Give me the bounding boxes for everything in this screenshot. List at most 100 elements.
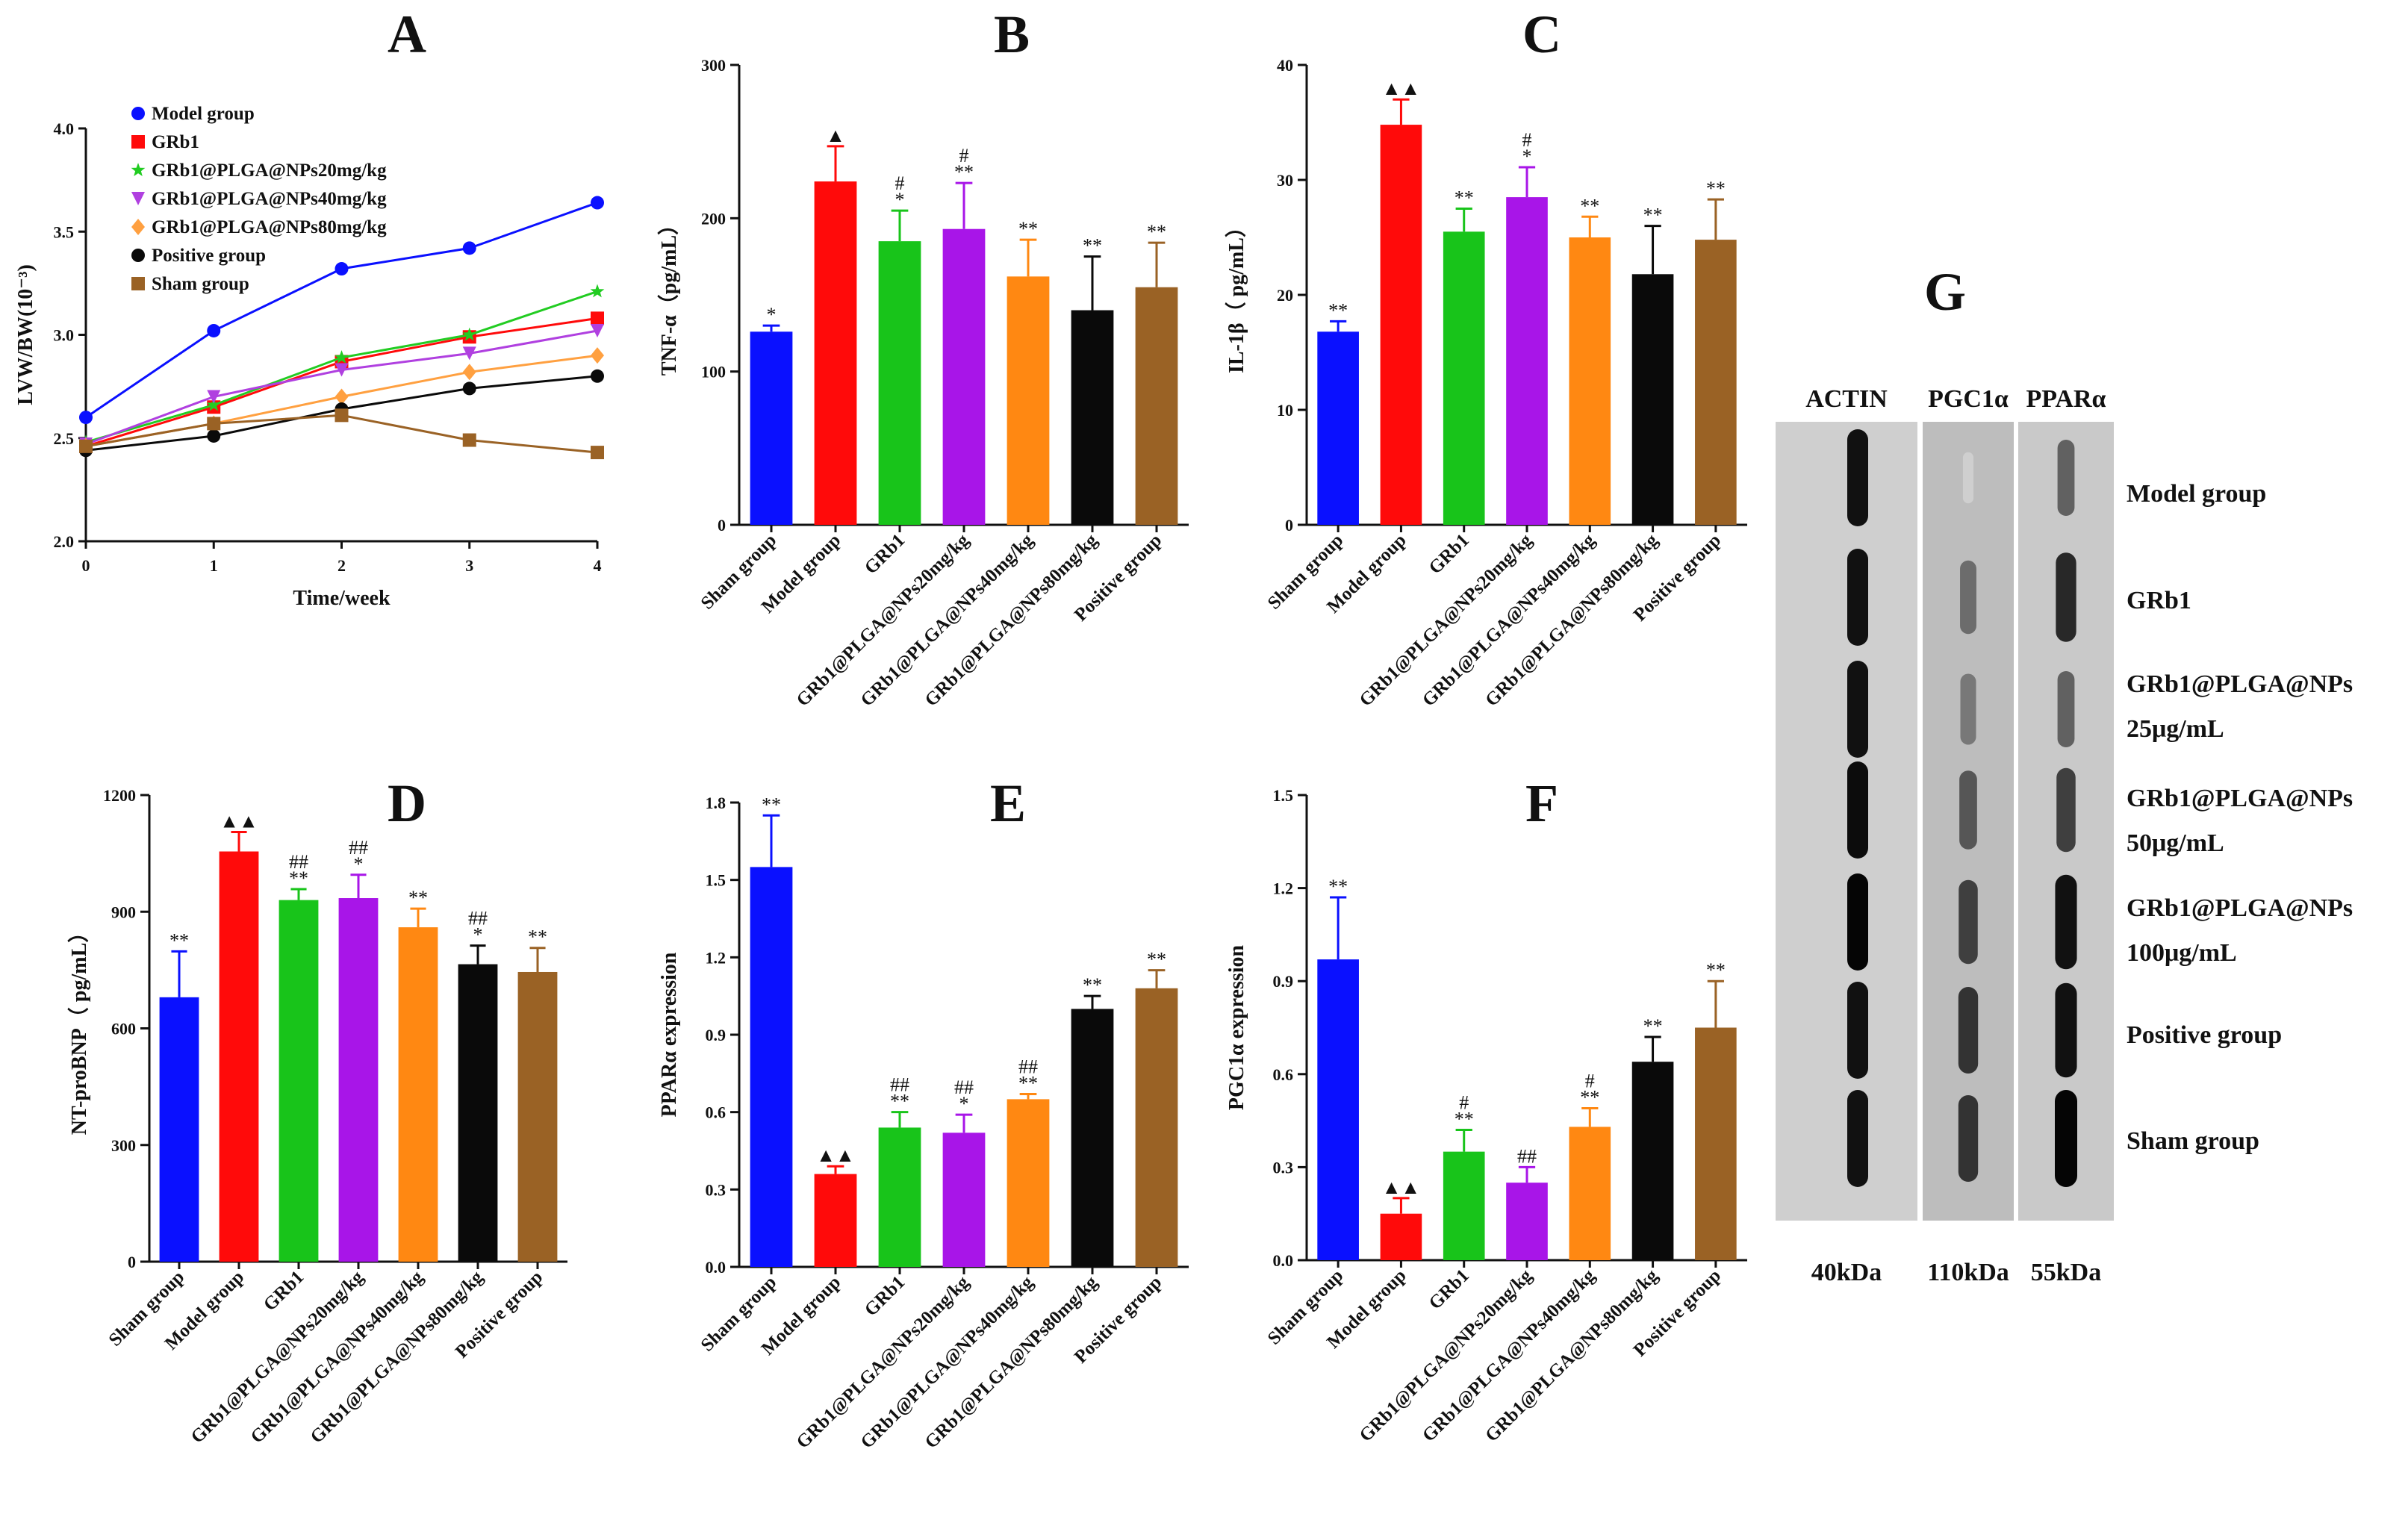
marker-triangle xyxy=(131,192,145,205)
panel-letter-B: B xyxy=(994,4,1030,64)
category-label: GRb1 xyxy=(1425,530,1473,578)
significance-mark: ## xyxy=(890,1074,909,1096)
bar xyxy=(1631,1062,1674,1260)
y-tick-label: 1.2 xyxy=(1273,879,1294,898)
significance-mark: # xyxy=(1459,1092,1469,1114)
marker-triangle xyxy=(335,363,349,377)
y-axis-label: TNF-α（pg/mL） xyxy=(656,214,681,376)
marker-star xyxy=(206,397,221,411)
significance-mark: * xyxy=(1522,146,1532,167)
bar xyxy=(1631,274,1674,525)
y-axis-label: IL-1β（ pg/mL） xyxy=(1224,216,1248,373)
bar xyxy=(1506,1183,1548,1260)
blot-band xyxy=(1958,987,1979,1074)
significance-mark: ** xyxy=(289,867,308,889)
bar xyxy=(1135,287,1178,525)
bar xyxy=(458,964,498,1262)
bar xyxy=(338,898,379,1262)
significance-mark: * xyxy=(959,1093,969,1115)
blot-row-label: Model group xyxy=(2127,480,2266,508)
blot-band xyxy=(1960,560,1976,635)
significance-mark: ** xyxy=(1083,235,1102,257)
panel-letter-A: A xyxy=(388,4,426,64)
molecular-weight-label: 40kDa xyxy=(1811,1259,1882,1286)
y-tick-label: 0.0 xyxy=(706,1258,727,1277)
blot-band xyxy=(2056,552,2076,642)
bar xyxy=(1317,959,1359,1260)
y-tick-label: 300 xyxy=(111,1136,136,1155)
molecular-weight-label: 55kDa xyxy=(2031,1259,2101,1286)
western-blot: ACTIN 40kDa PGC1α 110kDa PPARα 55kDa Model gro… xyxy=(1776,385,2353,1286)
bar xyxy=(942,1133,986,1267)
marker-star xyxy=(131,163,146,176)
bar xyxy=(878,241,921,525)
significance-mark: ## xyxy=(468,908,488,929)
bar xyxy=(1569,237,1611,525)
significance-mark: ** xyxy=(1147,949,1166,971)
significance-mark: ▲▲ xyxy=(220,810,258,832)
panel-letter-E: E xyxy=(990,773,1026,833)
bar xyxy=(1317,331,1359,525)
blot-band xyxy=(1959,879,1978,965)
blot-band xyxy=(1958,1095,1979,1182)
significance-mark: ** xyxy=(890,1091,909,1112)
blot-row-label: GRb1@PLGA@NPs xyxy=(2127,894,2353,922)
significance-mark: ** xyxy=(528,926,547,948)
y-axis-label: NT-proBNP（ pg/mL） xyxy=(66,922,91,1136)
marker-circle xyxy=(207,323,221,337)
significance-mark: ## xyxy=(289,851,308,873)
y-tick-label: 0.3 xyxy=(706,1180,727,1199)
significance-mark: ## xyxy=(1517,1145,1537,1167)
blot-column-label: ACTIN xyxy=(1805,385,1888,413)
significance-mark: ** xyxy=(954,161,974,183)
marker-diamond xyxy=(335,388,349,405)
bar xyxy=(1007,1099,1050,1267)
bar xyxy=(1695,1027,1737,1260)
blot-band xyxy=(1847,982,1868,1079)
marker-square xyxy=(79,439,93,453)
bar xyxy=(750,867,793,1267)
y-tick-label: 40 xyxy=(1277,56,1293,75)
blot-column-label: PPARα xyxy=(2026,385,2106,413)
significance-mark: ** xyxy=(1455,187,1474,209)
significance-mark: ** xyxy=(408,887,428,909)
blot-column-label: PGC1α xyxy=(1928,385,2009,413)
marker-diamond xyxy=(462,364,476,381)
legend-entry: Sham group xyxy=(152,274,249,294)
blot-band xyxy=(2055,874,2077,970)
blot-row-label: 100μg/mL xyxy=(2127,939,2237,967)
bar xyxy=(1443,231,1485,525)
significance-mark: ## xyxy=(349,837,368,859)
bar xyxy=(1695,240,1737,525)
significance-mark: ** xyxy=(1083,974,1102,996)
y-tick-label: 0 xyxy=(1285,516,1293,535)
y-tick-label: 0.9 xyxy=(706,1026,727,1044)
y-tick-label: 2.5 xyxy=(54,429,75,448)
category-label: GRb1 xyxy=(1425,1265,1473,1313)
marker-diamond xyxy=(131,219,145,235)
significance-mark: ** xyxy=(1147,221,1166,243)
blot-band xyxy=(1847,429,1868,526)
significance-mark: ▲▲ xyxy=(1382,1177,1420,1198)
significance-mark: ** xyxy=(1643,1015,1663,1037)
marker-square xyxy=(131,135,145,149)
y-tick-label: 30 xyxy=(1277,171,1293,190)
panel-letter-C: C xyxy=(1522,4,1561,64)
blot-band xyxy=(2057,440,2075,516)
marker-square xyxy=(335,408,349,423)
marker-diamond xyxy=(591,347,604,364)
bar xyxy=(219,851,259,1262)
significance-mark: ** xyxy=(169,929,189,951)
marker-square xyxy=(207,417,221,431)
y-tick-label: 1.5 xyxy=(1273,786,1294,805)
blot-band xyxy=(1959,770,1977,850)
y-axis-label: LVW/BW(10⁻³) xyxy=(14,264,37,405)
bar xyxy=(1380,125,1422,525)
legend-entry: Model group xyxy=(152,104,255,124)
